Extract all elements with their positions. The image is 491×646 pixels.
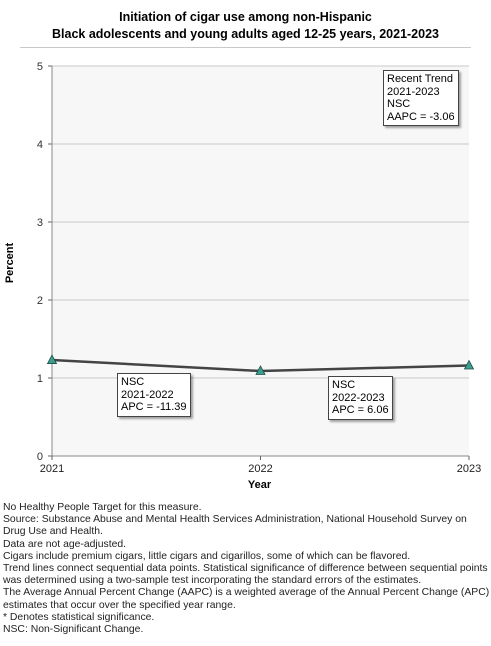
segment-1-annotation: NSC 2021-2022 APC = -11.39 [117, 373, 191, 417]
data-point [463, 359, 475, 370]
annotation-line: 2021-2022 [121, 388, 174, 401]
annotation-line: 2022-2023 [332, 391, 385, 404]
footnote: Source: Substance Abuse and Mental Healt… [3, 514, 467, 538]
chart-title-line-2: Black adolescents and young adults aged … [52, 27, 439, 41]
annotation-line: 2021-2023 [387, 85, 440, 98]
footnote: NSC: Non-Significant Change. [3, 624, 144, 636]
segment-2-annotation: NSC 2022-2023 APC = 6.06 [328, 376, 393, 420]
x-tick-label: 2023 [457, 463, 481, 475]
footnote: The Average Annual Percent Change (AAPC)… [3, 587, 490, 611]
chart-title: Initiation of cigar use among non-Hispan… [0, 9, 491, 43]
annotation-line: AAPC = -3.06 [387, 110, 455, 123]
title-divider [20, 47, 471, 48]
data-point [255, 365, 266, 375]
recent-trend-annotation: Recent Trend 2021-2023 NSC AAPC = -3.06 [383, 70, 459, 126]
footnote: Data are not age-adjusted. [3, 538, 127, 550]
footnote: Trend lines connect sequential data poin… [3, 563, 488, 587]
y-tick-label: 0 [37, 451, 43, 463]
footnotes: No Healthy People Target for this measur… [3, 502, 491, 636]
x-tick-label: 2021 [40, 463, 64, 475]
x-tick-label: 2022 [248, 463, 272, 475]
footnote: No Healthy People Target for this measur… [3, 502, 202, 513]
y-tick-label: 2 [37, 295, 43, 307]
data-point [46, 354, 58, 364]
footnote: * Denotes statistical significance. [3, 611, 155, 623]
annotation-line: NSC [332, 379, 356, 391]
y-tick-label: 3 [37, 217, 43, 229]
annotation-line: NSC [121, 376, 145, 388]
annotation-line: NSC [387, 98, 411, 110]
y-axis-label: Percent [4, 242, 16, 283]
annotation-line: APC = -11.39 [121, 401, 187, 413]
x-axis-label: Year [248, 479, 272, 491]
annotation-line: Recent Trend [387, 73, 454, 85]
annotation-line: APC = 6.06 [332, 404, 389, 416]
y-tick-label: 4 [37, 139, 43, 151]
footnote: Cigars include premium cigars, little ci… [3, 550, 411, 562]
chart-title-line-1: Initiation of cigar use among non-Hispan… [119, 10, 372, 24]
y-tick-label: 1 [37, 373, 43, 385]
y-tick-label: 5 [37, 61, 43, 73]
